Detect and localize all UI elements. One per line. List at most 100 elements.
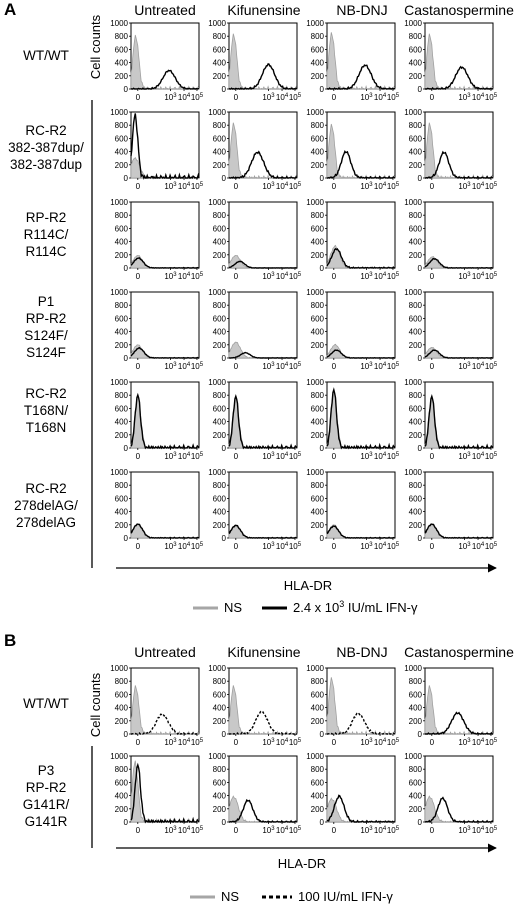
y-tick-label: 400 [409, 148, 423, 157]
y-tick-label: 1000 [306, 664, 324, 673]
y-tick-label: 1000 [208, 108, 226, 117]
x-tick-label: 103 [164, 272, 177, 281]
y-tick-label: 1000 [306, 378, 324, 387]
histogram-plot-b-1-0: 0 200 400 600 800 1000 0 103 104 105 [110, 752, 204, 835]
y-tick-label: 400 [213, 59, 227, 68]
histogram-plot-a-0-0: 0 200 400 600 800 1000 0 103 104 105 [110, 19, 204, 102]
y-tick-label: 0 [222, 730, 227, 739]
y-tick-label: 800 [115, 481, 129, 490]
svg-text:RC-R2: RC-R2 [25, 123, 66, 138]
plot-frame [424, 471, 494, 539]
x-tick-label: 0 [136, 182, 141, 191]
panel-b-letter: B [4, 631, 16, 650]
y-tick-label: 0 [418, 818, 423, 827]
x-tick-label: 105 [191, 738, 204, 747]
y-tick-label: 600 [115, 45, 129, 54]
x-tick-label: 105 [191, 826, 204, 835]
column-header-kifunensine: Kifunensine [227, 2, 300, 18]
y-tick-label: 1000 [110, 664, 128, 673]
y-tick-label: 600 [409, 494, 423, 503]
plot-frame [424, 291, 494, 359]
plot-frame [130, 291, 200, 359]
y-tick-label: 0 [124, 730, 129, 739]
histogram-plot-a-1-2: 0 200 400 600 800 1000 0 103 104 105 [306, 108, 400, 191]
plot-frame [228, 111, 298, 179]
y-tick-label: 200 [213, 251, 227, 260]
x-tick-label: 0 [234, 362, 239, 371]
y-tick-label: 600 [311, 404, 325, 413]
x-tick-label: 103 [262, 182, 275, 191]
x-tick-label: 0 [430, 826, 435, 835]
y-tick-label: 0 [418, 85, 423, 94]
svg-text:RP-R2: RP-R2 [26, 210, 67, 225]
panel-b-column-header-nb-dnj: NB-DNJ [336, 644, 387, 660]
plot-frame [130, 22, 200, 90]
x-tick-label: 103 [360, 93, 373, 102]
y-tick-label: 1000 [404, 198, 422, 207]
x-tick-label: 103 [262, 93, 275, 102]
y-tick-label: 800 [311, 765, 325, 774]
ifn-histogram [130, 762, 200, 824]
y-tick-label: 0 [222, 818, 227, 827]
y-tick-label: 800 [115, 677, 129, 686]
plot-frame [424, 111, 494, 179]
y-tick-label: 400 [409, 238, 423, 247]
y-tick-label: 200 [213, 341, 227, 350]
x-tick-label: 105 [191, 542, 204, 551]
plot-frame [326, 111, 396, 179]
y-tick-label: 800 [311, 677, 325, 686]
x-tick-label: 104 [472, 182, 485, 191]
y-tick-label: 0 [320, 818, 325, 827]
x-tick-label: 105 [289, 826, 302, 835]
x-tick-label: 103 [360, 826, 373, 835]
y-tick-label: 800 [213, 301, 227, 310]
ifn-histogram [326, 247, 396, 269]
x-tick-label: 104 [374, 452, 387, 461]
x-tick-label: 103 [262, 826, 275, 835]
y-tick-label: 400 [213, 238, 227, 247]
y-tick-label: 600 [409, 134, 423, 143]
svg-text:G141R: G141R [25, 814, 68, 829]
y-tick-label: 200 [409, 161, 423, 170]
x-tick-label: 0 [234, 738, 239, 747]
x-tick-label: 104 [178, 452, 191, 461]
y-tick-label: 400 [311, 59, 325, 68]
y-tick-label: 600 [409, 45, 423, 54]
y-tick-label: 0 [418, 264, 423, 273]
x-tick-label: 105 [387, 362, 400, 371]
x-tick-label: 104 [472, 738, 485, 747]
y-tick-label: 200 [311, 521, 325, 530]
x-tick-label: 105 [191, 182, 204, 191]
x-tick-label: 105 [485, 542, 498, 551]
x-tick-label: 0 [136, 738, 141, 747]
y-tick-label: 0 [418, 534, 423, 543]
y-tick-label: 400 [213, 704, 227, 713]
x-tick-label: 0 [234, 542, 239, 551]
panel-b-column-header-untreated: Untreated [134, 644, 195, 660]
svg-text:WT/WT: WT/WT [23, 48, 69, 63]
y-tick-label: 600 [115, 494, 129, 503]
y-tick-label: 400 [213, 792, 227, 801]
y-tick-label: 1000 [306, 198, 324, 207]
x-tick-label: 105 [387, 826, 400, 835]
ifn-histogram [424, 523, 494, 539]
histogram-plot-a-3-2: 0 200 400 600 800 1000 0 103 104 105 [306, 288, 400, 371]
plot-frame [228, 201, 298, 269]
x-tick-label: 105 [289, 182, 302, 191]
x-tick-label: 103 [360, 452, 373, 461]
y-tick-label: 800 [213, 32, 227, 41]
y-tick-label: 0 [124, 264, 129, 273]
y-tick-label: 600 [213, 404, 227, 413]
y-tick-label: 200 [213, 161, 227, 170]
plot-frame [326, 755, 396, 823]
x-tick-label: 0 [234, 272, 239, 281]
y-tick-label: 0 [418, 174, 423, 183]
x-tick-label: 103 [164, 182, 177, 191]
y-tick-label: 400 [409, 704, 423, 713]
svg-text:RC-R2: RC-R2 [25, 386, 66, 401]
column-header-castanospermine: Castanospermine [404, 2, 514, 18]
y-tick-label: 400 [311, 418, 325, 427]
histogram-plot-a-1-0: 0 200 400 600 800 1000 0 103 104 105 [110, 108, 204, 191]
svg-text:278delAG: 278delAG [16, 515, 76, 530]
y-tick-label: 400 [311, 508, 325, 517]
